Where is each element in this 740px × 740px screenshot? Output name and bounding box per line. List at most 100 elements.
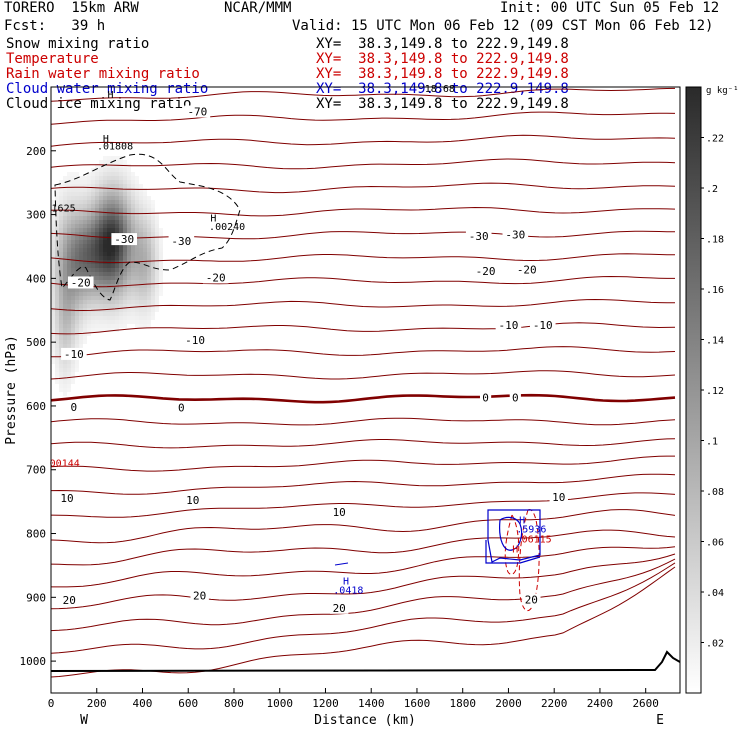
snow-cell — [75, 344, 79, 348]
colorbar-tick-label-8: .18 — [706, 235, 724, 246]
snow-cell — [63, 304, 67, 308]
snow-cell — [75, 172, 79, 176]
snow-cell — [91, 240, 95, 244]
snow-cell — [135, 284, 139, 288]
snow-cell — [59, 316, 63, 320]
snow-cell — [151, 252, 155, 256]
snow-cell — [83, 200, 87, 204]
snow-cell — [103, 304, 107, 308]
snow-cell — [147, 208, 151, 212]
snow-cell — [63, 300, 67, 304]
snow-cell — [63, 324, 67, 328]
snow-cell — [147, 292, 151, 296]
snow-cell — [107, 204, 111, 208]
isotherm-label-bg-7 — [472, 264, 499, 277]
snow-cell — [119, 288, 123, 292]
snow-cell — [67, 272, 71, 276]
y-tick-label-3: 500 — [26, 336, 46, 349]
snow-cell — [63, 380, 67, 384]
snow-cell — [51, 344, 55, 348]
x-tick-label-2: 400 — [133, 697, 153, 710]
colorbar-tick-label-2: .06 — [706, 538, 724, 549]
snow-cell — [139, 232, 143, 236]
snow-cell — [127, 272, 131, 276]
snow-cell — [99, 276, 103, 280]
snow-cell — [63, 200, 67, 204]
snow-cell — [87, 272, 91, 276]
org-label: NCAR/MMM — [224, 0, 292, 16]
snow-cell — [123, 188, 127, 192]
snow-cell — [143, 320, 147, 324]
snow-cell — [151, 316, 155, 320]
y-tick-label-8: 1000 — [20, 655, 47, 668]
snow-cell — [123, 272, 127, 276]
snow-cell — [115, 276, 119, 280]
snow-cell — [135, 200, 139, 204]
snow-cell — [139, 244, 143, 248]
snow-cell — [159, 244, 163, 248]
snow-cell — [87, 228, 91, 232]
snow-cell — [63, 364, 67, 368]
snow-cell — [147, 280, 151, 284]
snow-cell — [51, 300, 55, 304]
snow-cell — [87, 252, 91, 256]
snow-cell — [87, 192, 91, 196]
snow-cell — [59, 212, 63, 216]
y-tick-label-2: 400 — [26, 272, 46, 285]
snow-cell — [143, 220, 147, 224]
snow-cell — [71, 364, 75, 368]
snow-cell — [71, 260, 75, 264]
cloud-water-contour — [487, 509, 541, 563]
snow-cell — [83, 304, 87, 308]
snow-cell — [63, 392, 67, 396]
snow-cell — [147, 200, 151, 204]
snow-cell — [91, 192, 95, 196]
snow-cell — [115, 304, 119, 308]
snow-cell — [159, 284, 163, 288]
snow-cell — [147, 288, 151, 292]
snow-cell — [75, 188, 79, 192]
snow-cell — [131, 228, 135, 232]
isotherm-19 — [51, 509, 676, 544]
snow-cell — [83, 252, 87, 256]
snow-cell — [55, 216, 59, 220]
snow-cell — [159, 232, 163, 236]
snow-cell — [111, 228, 115, 232]
snow-cell — [87, 332, 91, 336]
snow-cell — [103, 320, 107, 324]
snow-cell — [123, 172, 127, 176]
snow-cell — [111, 156, 115, 160]
snow-cell — [103, 216, 107, 220]
snow-cell — [119, 200, 123, 204]
snow-cell — [103, 232, 107, 236]
snow-cell — [99, 224, 103, 228]
snow-cell — [51, 204, 55, 208]
snow-cell — [107, 312, 111, 316]
annotation-5: 00144 — [50, 459, 80, 470]
isotherm-25 — [51, 566, 676, 678]
snow-cell — [67, 336, 71, 340]
snow-cell — [55, 348, 59, 352]
snow-cell — [131, 172, 135, 176]
snow-cell — [143, 232, 147, 236]
isotherm-label-21: 20 — [63, 594, 76, 607]
snow-cell — [75, 360, 79, 364]
snow-cell — [83, 324, 87, 328]
snow-cell — [107, 276, 111, 280]
snow-cell — [115, 216, 119, 220]
snow-cell — [147, 312, 151, 316]
snow-cell — [147, 320, 151, 324]
snow-cell — [99, 188, 103, 192]
snow-cell — [111, 168, 115, 172]
snow-cell — [79, 304, 83, 308]
snow-cell — [159, 236, 163, 240]
snow-cell — [83, 240, 87, 244]
snow-cell — [79, 184, 83, 188]
snow-cell — [107, 296, 111, 300]
snow-cell — [51, 356, 55, 360]
snow-cell — [87, 316, 91, 320]
snow-cell — [71, 212, 75, 216]
snow-cell — [67, 296, 71, 300]
snow-cell — [107, 172, 111, 176]
snow-cell — [63, 228, 67, 232]
